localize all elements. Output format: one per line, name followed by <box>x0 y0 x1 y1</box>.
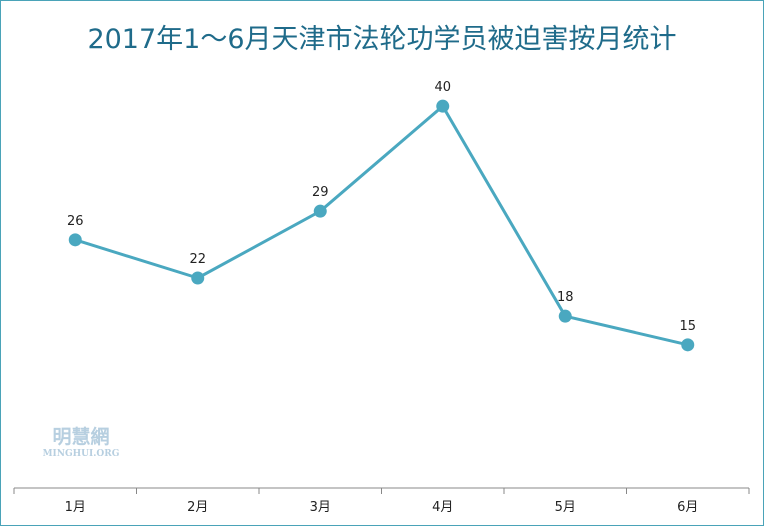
x-tick-label: 2月 <box>187 500 208 515</box>
series-group: 26 22 29 40 18 15 <box>67 80 696 352</box>
data-label: 15 <box>679 319 696 334</box>
data-label: 22 <box>189 252 206 267</box>
data-label: 18 <box>557 290 574 305</box>
data-point <box>191 271 205 285</box>
minghui-watermark: 明慧網 MINGHUI.ORG <box>43 425 120 459</box>
data-point <box>68 233 82 247</box>
data-point <box>436 99 450 113</box>
data-label: 29 <box>312 185 329 200</box>
watermark-subtext: MINGHUI.ORG <box>43 449 120 459</box>
x-axis: 1月 2月 3月 4月 5月 6月 <box>13 487 750 515</box>
data-label: 26 <box>67 214 84 229</box>
data-point <box>313 204 327 218</box>
data-label: 40 <box>434 80 451 95</box>
series-line <box>74 104 689 347</box>
chart-title: 2017年1～6月天津市法轮功学员被迫害按月统计 <box>87 24 676 55</box>
data-point <box>681 338 695 352</box>
watermark-text: 明慧網 <box>52 425 109 448</box>
x-tick-label: 4月 <box>432 500 453 515</box>
x-tick-label: 6月 <box>677 500 698 515</box>
data-point <box>558 309 572 323</box>
x-tick-label: 3月 <box>310 500 331 515</box>
x-tick-label: 5月 <box>555 500 576 515</box>
x-tick-label: 1月 <box>65 500 86 515</box>
